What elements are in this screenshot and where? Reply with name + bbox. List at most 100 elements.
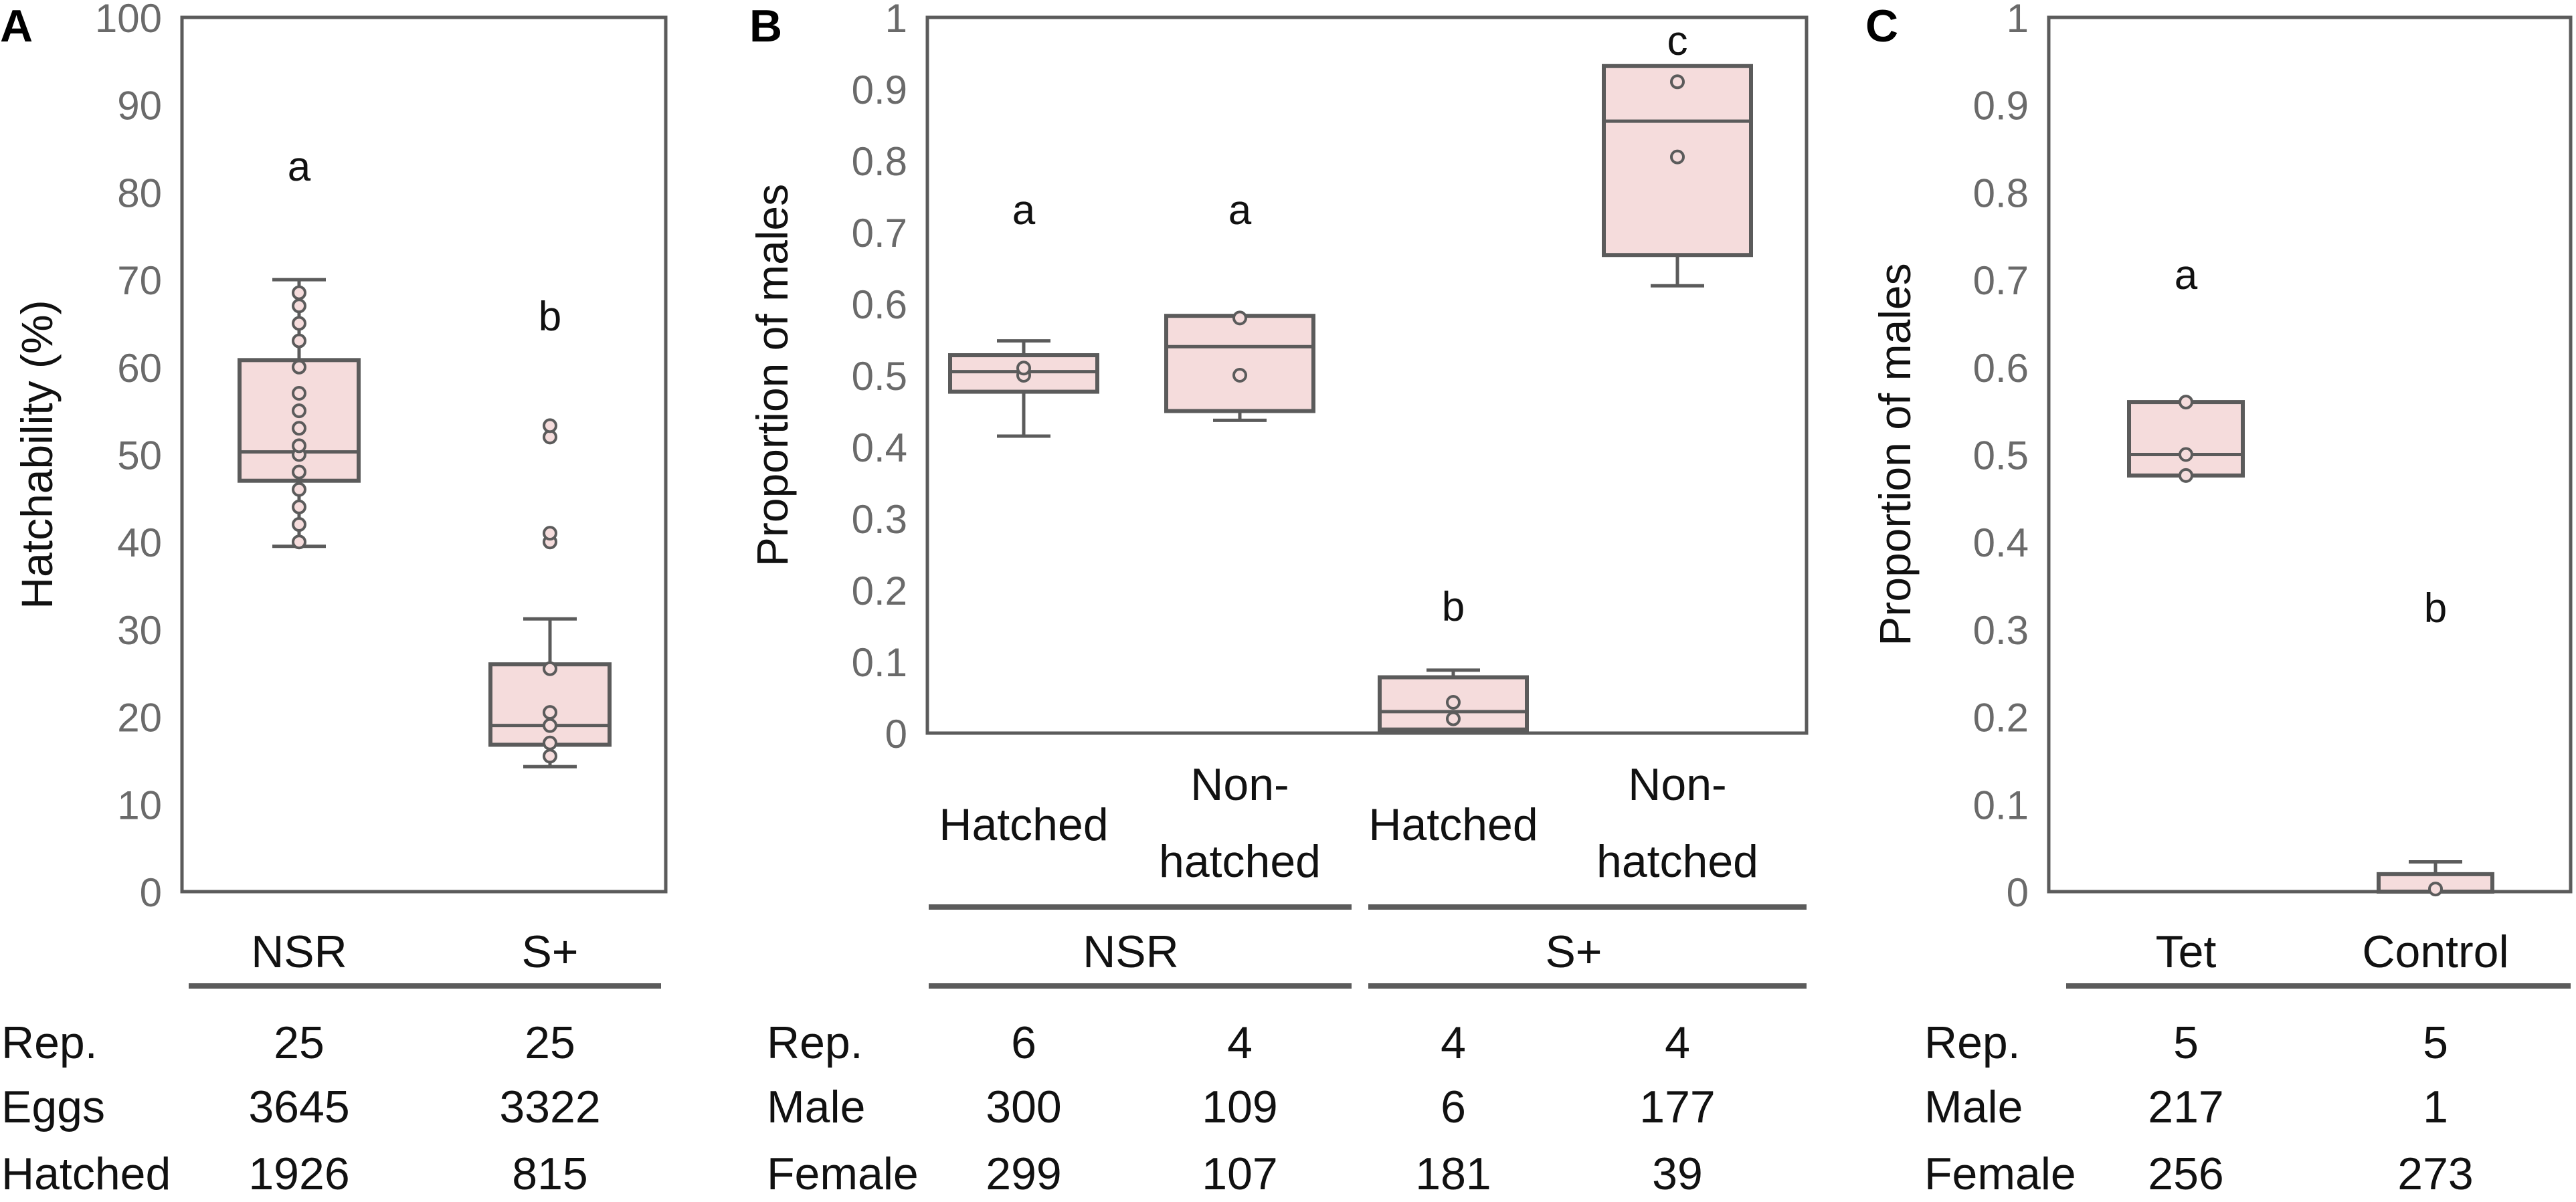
- y-tick-label: 80: [117, 171, 162, 215]
- table-cell: 4: [1441, 1017, 1466, 1068]
- plot-frame-C: [2047, 15, 2573, 894]
- data-point: [543, 718, 557, 733]
- y-axis-label: Proportion of males: [747, 184, 797, 567]
- significance-letter: b: [1442, 584, 1465, 630]
- table-row-label: Rep.: [1924, 1017, 2021, 1068]
- table-row-label: Eggs: [1, 1082, 105, 1132]
- data-point: [292, 403, 306, 419]
- x-category-label: Tet: [2156, 926, 2217, 977]
- y-tick-label: 0.6: [1973, 346, 2029, 391]
- panel-label: A: [0, 1, 33, 52]
- table-cell: 6: [1441, 1082, 1466, 1132]
- strain-label: NSR: [1083, 926, 1179, 977]
- data-point: [292, 438, 306, 454]
- data-point: [2179, 395, 2193, 410]
- y-tick-label: 60: [117, 346, 162, 391]
- y-tick-label: 0.8: [852, 139, 907, 184]
- data-point: [543, 735, 557, 750]
- table-cell: 5: [2423, 1017, 2448, 1068]
- y-tick-label: 0: [140, 870, 162, 915]
- table-cell: 25: [274, 1017, 325, 1068]
- data-point: [1232, 310, 1247, 326]
- data-point: [1446, 694, 1461, 710]
- y-tick-label: 50: [117, 433, 162, 478]
- y-tick-label: 0.8: [1973, 171, 2029, 215]
- data-point: [1670, 74, 1685, 90]
- data-point: [292, 499, 306, 514]
- y-tick-label: 0.2: [852, 569, 907, 613]
- table-cell: 4: [1665, 1017, 1690, 1068]
- plot-frame-A: [180, 15, 668, 894]
- data-point: [2179, 468, 2193, 483]
- data-point: [292, 285, 306, 300]
- y-tick-label: 0.5: [1973, 433, 2029, 478]
- y-tick-label: 0.3: [1973, 608, 2029, 653]
- table-cell: 107: [1202, 1148, 1277, 1199]
- table-cell: 815: [512, 1148, 587, 1199]
- y-tick-label: 1: [885, 0, 907, 41]
- data-point: [543, 705, 557, 720]
- data-point: [292, 316, 306, 331]
- y-tick-label: 0.6: [852, 282, 907, 327]
- table-cell: 1926: [248, 1148, 349, 1199]
- x-category-label: Hatched: [939, 799, 1108, 850]
- y-tick-label: 0.9: [852, 68, 907, 112]
- table-row-label: Rep.: [1, 1017, 98, 1068]
- data-point: [292, 421, 306, 436]
- table-row-label: Hatched: [1, 1148, 171, 1199]
- data-point: [543, 418, 557, 433]
- table-cell: 5: [2173, 1017, 2199, 1068]
- data-point: [1016, 361, 1031, 376]
- significance-letter: a: [2175, 252, 2198, 298]
- table-cell: 177: [1639, 1082, 1715, 1132]
- data-point: [543, 526, 557, 541]
- table-cell: 217: [2148, 1082, 2223, 1132]
- box: [2127, 400, 2245, 478]
- significance-letter: c: [1667, 18, 1688, 64]
- y-tick-label: 0.7: [852, 211, 907, 256]
- y-tick-label: 0.4: [1973, 520, 2029, 565]
- table-cell: 3645: [248, 1082, 349, 1132]
- table-cell: 6: [1011, 1017, 1036, 1068]
- data-point: [1232, 368, 1247, 383]
- data-point: [292, 386, 306, 401]
- table-cell: 39: [1652, 1148, 1703, 1199]
- y-tick-label: 0.5: [852, 354, 907, 399]
- y-tick-label: 0.2: [1973, 696, 2029, 740]
- y-tick-label: 0.1: [852, 640, 907, 685]
- significance-letter: a: [1228, 187, 1252, 233]
- table-cell: 300: [986, 1082, 1061, 1132]
- y-tick-label: 0.3: [852, 497, 907, 542]
- x-category-label: NSR: [251, 926, 347, 977]
- y-tick-label: 100: [95, 0, 162, 41]
- table-cell: 299: [986, 1148, 1061, 1199]
- data-point: [292, 517, 306, 532]
- y-tick-label: 0.4: [852, 425, 907, 470]
- x-category-label: Hatched: [1368, 799, 1538, 850]
- table-row-label: Male: [767, 1082, 865, 1132]
- table-row-label: Female: [767, 1148, 919, 1199]
- data-point: [543, 748, 557, 764]
- data-point: [1446, 711, 1461, 726]
- panel-label: B: [749, 1, 782, 52]
- y-tick-label: 90: [117, 84, 162, 128]
- x-category-label: Non-: [1190, 759, 1289, 810]
- y-tick-label: 1: [2007, 0, 2029, 41]
- x-category-label: hatched: [1159, 836, 1321, 887]
- x-category-label: Non-: [1628, 759, 1726, 810]
- table-cell: 4: [1227, 1017, 1253, 1068]
- table-cell: 256: [2148, 1148, 2223, 1199]
- data-point: [2179, 447, 2193, 462]
- data-point: [292, 482, 306, 497]
- y-tick-label: 20: [117, 696, 162, 740]
- y-axis-label: Hatchability (%): [12, 300, 62, 609]
- significance-letter: a: [1012, 187, 1036, 233]
- table-cell: 1: [2423, 1082, 2448, 1132]
- x-category-label: S+: [521, 926, 578, 977]
- x-category-label: hatched: [1596, 836, 1758, 887]
- table-row-label: Male: [1924, 1082, 2023, 1132]
- y-tick-label: 10: [117, 783, 162, 827]
- data-point: [292, 298, 306, 314]
- table-cell: 25: [525, 1017, 575, 1068]
- y-axis-label: Proportion of males: [1870, 263, 1920, 645]
